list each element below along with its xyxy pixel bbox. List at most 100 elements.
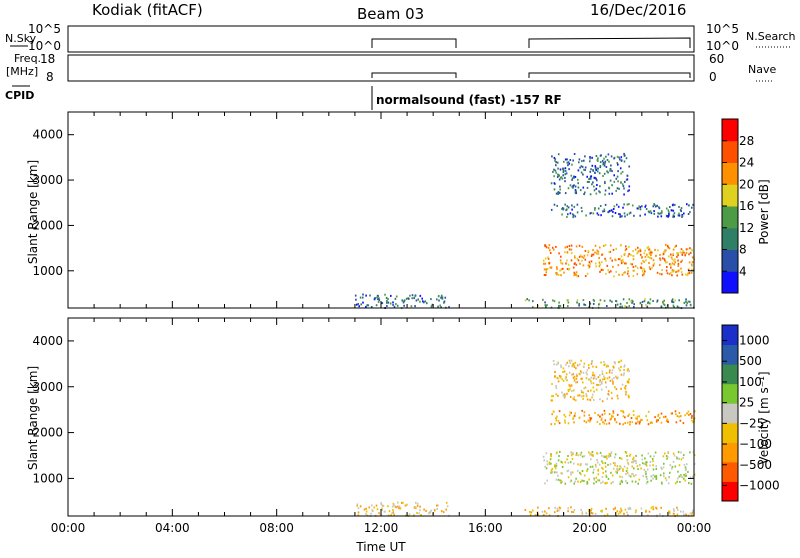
power-echo-cell: [617, 170, 619, 173]
power-echo-cell: [669, 271, 672, 274]
velocity-echo-cell: [375, 504, 378, 507]
velocity-echo-cell: [626, 467, 629, 470]
velocity-echo-cell: [663, 475, 665, 478]
velocity-echo-cell: [584, 386, 587, 389]
velocity-echo-cell: [601, 378, 604, 381]
velocity-echo-cell: [631, 480, 634, 483]
power-echo-cell: [354, 294, 357, 297]
power-echo-cell: [628, 253, 630, 256]
power-echo-cell: [545, 271, 548, 274]
power-echo-cell: [604, 257, 606, 260]
velocity-echo-cell: [567, 510, 569, 513]
power-echo-cell: [572, 214, 575, 217]
velocity-echo-cell: [593, 477, 595, 480]
velocity-echo-cell: [555, 393, 557, 396]
power-echo-cell: [579, 166, 581, 169]
power-echo-cell: [619, 302, 622, 305]
velocity-echo-cell: [607, 390, 610, 393]
velocity-echo-cell: [562, 371, 564, 373]
power-echo-cell: [584, 250, 587, 252]
velocity-echo-cell: [573, 364, 575, 367]
power-echo-cell: [553, 168, 555, 171]
power-echo-cell: [611, 184, 613, 187]
power-echo-cell: [355, 303, 358, 306]
power-echo-cell: [566, 251, 569, 254]
velocity-echo-cell: [589, 420, 591, 423]
power-echo-cell: [681, 253, 684, 256]
velocity-y-tick-label: 4000: [32, 334, 63, 348]
power-echo-cell: [623, 187, 625, 190]
power-echo-cell: [574, 215, 577, 218]
velocity-colorbar-tick-label: 500: [739, 354, 762, 368]
velocity-echo-cell: [585, 395, 588, 398]
velocity-echo-cell: [557, 478, 560, 481]
velocity-echo-cell: [672, 508, 675, 511]
power-echo-cell: [622, 272, 625, 275]
power-echo-cell: [553, 188, 556, 191]
velocity-echo-cell: [625, 393, 627, 396]
power-echo-cell: [690, 304, 692, 307]
velocity-echo-cell: [634, 474, 637, 477]
power-echo-cell: [557, 273, 560, 276]
power-echo-cell: [549, 249, 551, 252]
power-echo-cell: [440, 294, 443, 297]
velocity-echo-cell: [691, 514, 693, 517]
velocity-echo-cell: [609, 418, 612, 421]
power-echo-cell: [664, 259, 666, 262]
power-echo-cell: [561, 207, 564, 210]
velocity-echo-cell: [589, 453, 591, 456]
velocity-echo-cell: [555, 363, 558, 366]
velocity-echo-cell: [593, 390, 595, 393]
velocity-echo-cell: [399, 507, 402, 510]
velocity-echo-cell: [585, 512, 588, 515]
velocity-echo-cell: [569, 480, 572, 483]
power-echo-cell: [550, 208, 553, 211]
power-echo-cell: [602, 161, 605, 164]
velocity-echo-cell: [585, 371, 588, 374]
power-echo-cell: [677, 254, 679, 257]
power-echo-cell: [615, 189, 617, 192]
power-echo-cell: [649, 302, 651, 305]
velocity-echo-cell: [561, 472, 564, 475]
power-echo-cell: [646, 246, 649, 249]
power-echo-cell: [632, 250, 634, 253]
power-echo-cell: [643, 260, 645, 263]
velocity-echo-cell: [643, 462, 645, 465]
power-echo-cell: [683, 212, 685, 215]
power-echo-cell: [557, 167, 559, 170]
power-echo-cell: [645, 304, 647, 307]
velocity-echo-cell: [631, 421, 634, 424]
velocity-echo-cell: [602, 480, 604, 483]
velocity-echo-cell: [396, 505, 399, 508]
power-echo-cell: [411, 297, 413, 300]
velocity-echo-cell: [398, 507, 400, 510]
power-echo-cell: [649, 298, 652, 301]
power-echo-cell: [570, 252, 573, 255]
power-echo-cell: [627, 190, 629, 193]
power-echo-cell: [656, 299, 659, 302]
power-echo-cell: [672, 214, 675, 217]
power-echo-cell: [437, 305, 439, 308]
velocity-echo-cell: [529, 513, 532, 516]
power-echo-cell: [602, 210, 604, 213]
velocity-echo-cell: [573, 365, 576, 368]
power-echo-cell: [592, 212, 595, 215]
velocity-echo-cell: [559, 376, 562, 379]
power-echo-cell: [610, 168, 612, 171]
velocity-colorbar-swatch: [722, 461, 738, 482]
power-echo-cell: [600, 154, 602, 157]
velocity-echo-cell: [639, 464, 641, 467]
power-echo-cell: [612, 208, 615, 210]
velocity-echo-cell: [567, 389, 570, 391]
power-echo-cell: [585, 214, 587, 217]
power-echo-cell: [575, 190, 577, 193]
power-echo-cell: [632, 269, 635, 272]
velocity-echo-cell: [596, 452, 599, 455]
power-y-label: Slant Range [km]: [26, 160, 40, 264]
velocity-echo-cell: [617, 397, 619, 400]
velocity-echo-cell: [605, 475, 608, 478]
power-echo-cell: [430, 305, 433, 308]
velocity-echo-cell: [388, 510, 391, 513]
velocity-echo-cell: [596, 420, 599, 423]
velocity-echo-cell: [664, 477, 667, 480]
